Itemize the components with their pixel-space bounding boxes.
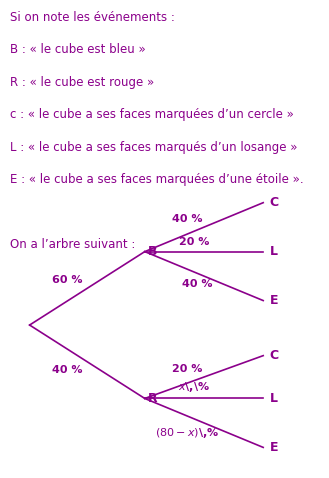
Text: 60 %: 60 %: [52, 275, 83, 285]
Text: B : « le cube est bleu »: B : « le cube est bleu »: [10, 43, 146, 56]
Text: E : « le cube a ses faces marquées d’une étoile ».: E : « le cube a ses faces marquées d’une…: [10, 173, 303, 186]
Text: E: E: [270, 441, 278, 454]
Text: Si on note les événements :: Si on note les événements :: [10, 11, 175, 23]
Text: 20 %: 20 %: [179, 237, 209, 247]
Text: 40 %: 40 %: [182, 279, 213, 289]
Text: $x$\,\%: $x$\,\%: [178, 380, 210, 394]
Text: c : « le cube a ses faces marquées d’un cercle »: c : « le cube a ses faces marquées d’un …: [10, 108, 294, 121]
Text: B: B: [148, 245, 158, 258]
Text: L: L: [270, 392, 278, 405]
Text: On a l’arbre suivant :: On a l’arbre suivant :: [10, 238, 135, 251]
Text: $(80 - x)$\,%: $(80 - x)$\,%: [156, 426, 219, 440]
Text: L: L: [270, 245, 278, 258]
Text: L : « le cube a ses faces marqués d’un losange »: L : « le cube a ses faces marqués d’un l…: [10, 141, 297, 153]
Text: C: C: [270, 349, 279, 362]
Text: E: E: [270, 294, 278, 307]
Text: R : « le cube est rouge »: R : « le cube est rouge »: [10, 76, 154, 88]
Text: C: C: [270, 196, 279, 209]
Text: 40 %: 40 %: [172, 214, 203, 224]
Text: 40 %: 40 %: [52, 365, 83, 375]
Text: 20 %: 20 %: [172, 364, 203, 374]
Text: R: R: [148, 392, 158, 405]
